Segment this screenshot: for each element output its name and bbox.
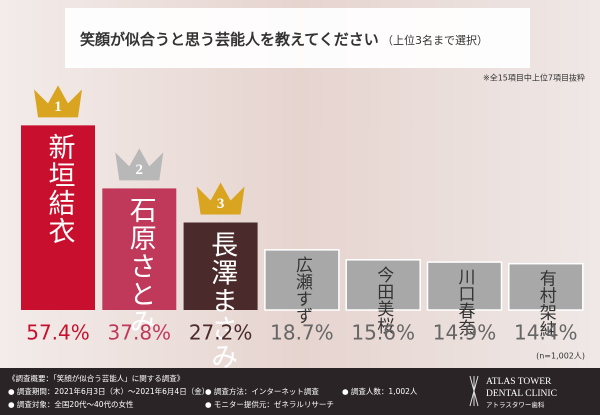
bar <box>426 261 503 311</box>
bar <box>345 259 421 311</box>
sample-note: (n=1,002人) <box>536 352 585 361</box>
value-label: 14.4% <box>514 321 578 345</box>
value-label: 18.7% <box>270 321 334 345</box>
footer-item: ● 調査期間：2021年6月3日（木）〜2021年6月4日（金） <box>8 386 209 396</box>
logo: ATLAS TOWER <box>486 377 552 387</box>
bar <box>21 125 95 310</box>
bar <box>508 262 584 311</box>
footer-item: ● モニター提供元：ゼネラルリサーチ <box>205 399 334 409</box>
title-box <box>65 8 530 68</box>
logo-mark <box>469 375 479 407</box>
bar <box>102 188 177 310</box>
footer-bg <box>0 368 600 415</box>
footer-heading: 《調査概要：「笑顔が似合う芸能人」に関する調査》 <box>8 373 184 383</box>
crown <box>115 148 164 181</box>
chart-title: 笑顔が似合うと思う芸能人を教えてください <box>80 31 379 49</box>
bar-label: 広瀬すず <box>292 256 313 324</box>
bar <box>264 249 340 311</box>
bar-label: 石原さとみ <box>125 196 157 336</box>
bar-label: 今田美桜 <box>373 266 394 334</box>
note: ※全15項目中上位7項目抜粋 <box>483 73 585 83</box>
crown-rank: 2 <box>136 162 144 178</box>
bar-label: 川口春奈 <box>455 268 476 336</box>
value-label: 14.9% <box>433 321 497 345</box>
value-label: 57.4% <box>26 321 90 345</box>
logo-sub: アトラスタワー歯科 <box>486 400 545 409</box>
logo: DENTAL CLINIC <box>486 389 557 399</box>
value-label: 15.6% <box>351 321 415 345</box>
crown <box>196 182 245 215</box>
crown-rank: 1 <box>54 99 62 115</box>
bar-label: 新垣結衣 <box>44 133 76 245</box>
chart-subtitle: （上位3名まで選択） <box>382 33 488 47</box>
footer-item: ● 調査対象：全国20代〜40代の女性 <box>8 399 134 409</box>
crown <box>34 85 82 118</box>
footer-item: ● 調査方法：インターネット調査 <box>205 386 319 396</box>
bar-label: 有村架純 <box>536 270 557 338</box>
value-label: 37.8% <box>108 321 172 345</box>
footer-item: ● 調査人数：1,002人 <box>342 386 418 396</box>
value-label: 27.2% <box>189 321 253 345</box>
bar-label: 長澤まさみ <box>206 231 237 371</box>
bar <box>183 222 258 310</box>
crown-rank: 3 <box>217 196 225 212</box>
